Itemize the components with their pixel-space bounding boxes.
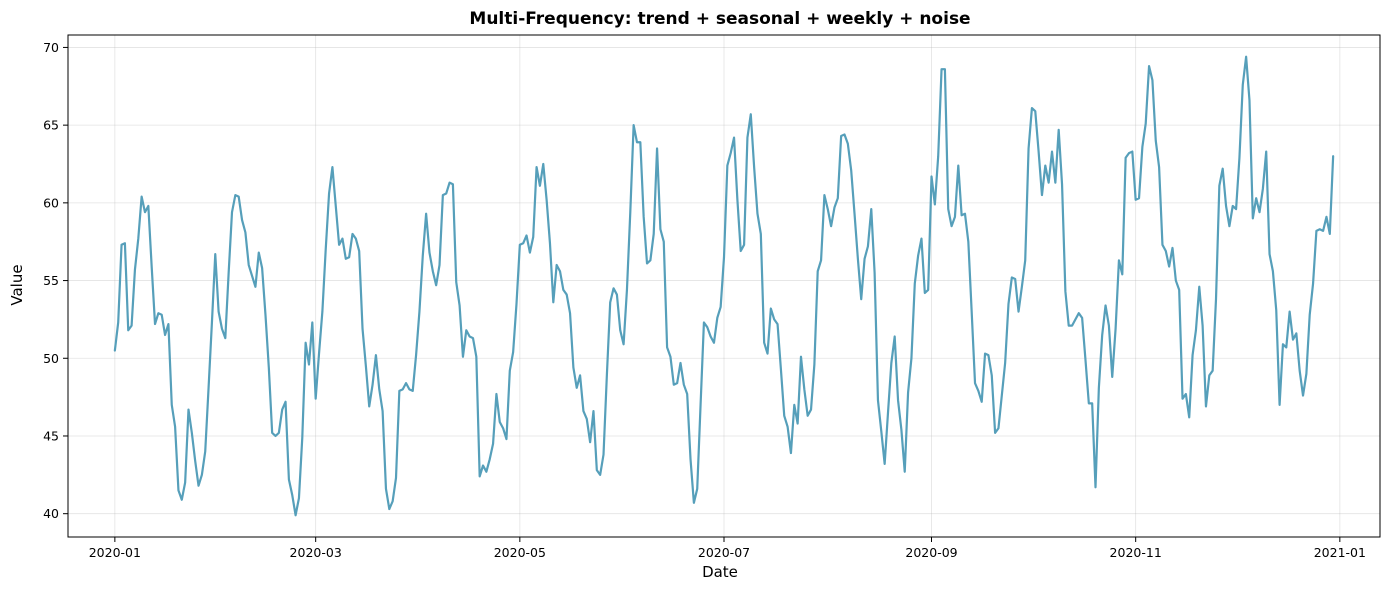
grid bbox=[68, 35, 1380, 537]
x-tick-label: 2020-09 bbox=[905, 545, 957, 560]
series-line-0 bbox=[113, 55, 1335, 517]
y-tick-label: 60 bbox=[43, 195, 59, 210]
y-tick-label: 50 bbox=[43, 351, 59, 366]
x-tick-label: 2020-05 bbox=[494, 545, 546, 560]
y-tick-label: 55 bbox=[43, 273, 59, 288]
y-tick-label: 65 bbox=[43, 118, 59, 133]
axis-ticks: 2020-01 2020-03 2020-05 2020-07 2020-09 2020-… bbox=[43, 40, 1366, 560]
chart-title: Multi-Frequency: trend + seasonal + week… bbox=[469, 9, 970, 29]
x-tick-label: 2020-11 bbox=[1110, 545, 1162, 560]
y-tick-label: 40 bbox=[43, 506, 59, 521]
x-axis-label: Date bbox=[702, 563, 738, 581]
y-tick-label: 70 bbox=[43, 40, 59, 55]
x-tick-label: 2020-03 bbox=[290, 545, 342, 560]
x-tick-label: 2020-01 bbox=[89, 545, 141, 560]
y-axis-label: Value bbox=[8, 264, 26, 305]
series-layer bbox=[113, 55, 1335, 517]
y-tick-label: 45 bbox=[43, 428, 59, 443]
x-tick-label: 2021-01 bbox=[1314, 545, 1366, 560]
x-tick-label: 2020-07 bbox=[698, 545, 750, 560]
